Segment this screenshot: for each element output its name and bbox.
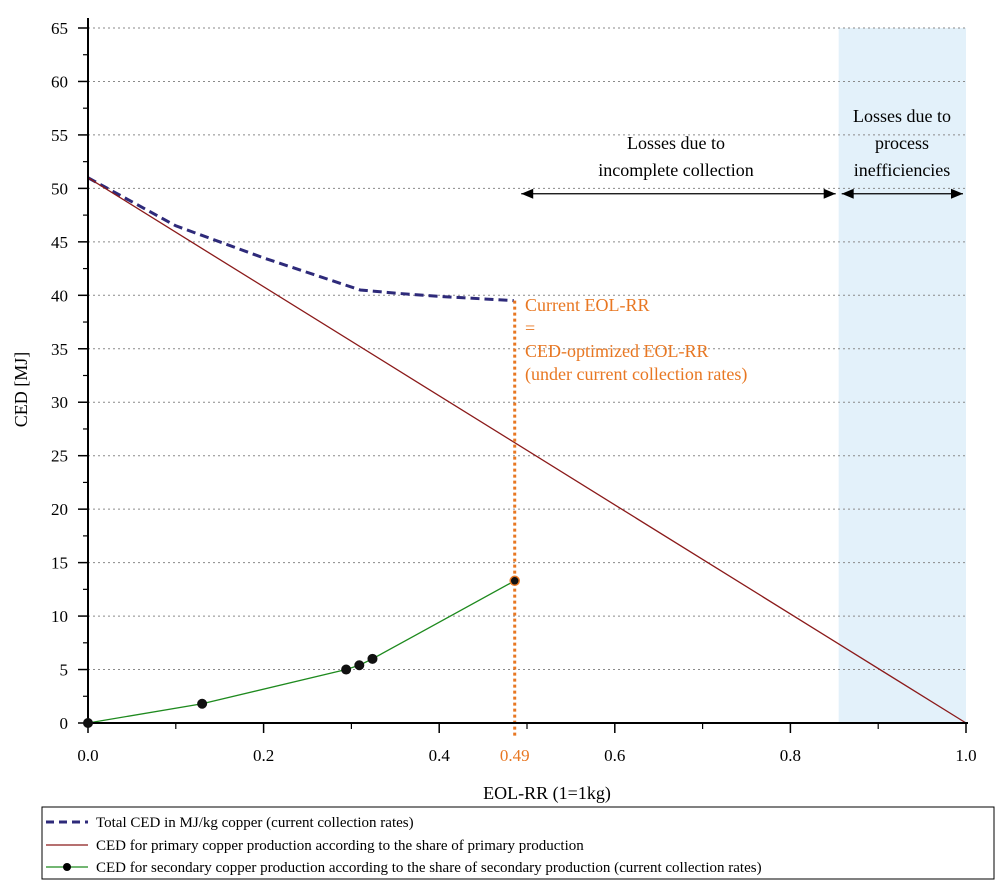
losses-process-label-line-2: process [875, 133, 929, 153]
annotation-arrows [521, 188, 963, 199]
arrow-head [823, 188, 836, 199]
y-tick-label: 50 [51, 179, 68, 198]
y-tick-label: 40 [51, 286, 68, 305]
legend-entry-primary: CED for primary copper production accord… [96, 838, 584, 854]
y-tick-label: 45 [51, 233, 68, 252]
y-tick-label: 65 [51, 19, 68, 38]
x-axis-label: EOL-RR (1=1kg) [483, 783, 611, 804]
current-eol-label-line-3: CED-optimized EOL-RR [525, 341, 708, 361]
losses-process-label-line-3: inefficiencies [854, 160, 951, 180]
x-tick-label: 0.2 [253, 746, 274, 765]
current-eol-label-line-2: = [525, 318, 535, 338]
legend-swatch-secondary-marker [63, 863, 71, 871]
current-eol-label-line-4: (under current collection rates) [525, 364, 747, 385]
arrow-head [951, 188, 963, 199]
y-tick-label: 35 [51, 340, 68, 359]
current-eol-tick-label: 0.49 [500, 746, 530, 765]
legend-entry-secondary: CED for secondary copper production acco… [96, 860, 762, 876]
y-tick-label: 20 [51, 500, 68, 519]
y-tick-label: 30 [51, 393, 68, 412]
x-tick-label: 0.4 [429, 746, 451, 765]
y-tick-label: 5 [60, 661, 69, 680]
series-line-secondary [87, 580, 516, 724]
shaded-region-process-inefficiencies [838, 28, 966, 723]
y-tick-label: 10 [51, 607, 68, 626]
arrow-head [521, 188, 534, 199]
grid-lines [88, 27, 966, 671]
data-point-secondary [509, 575, 520, 587]
data-point-secondary [83, 718, 93, 728]
legend: Total CED in MJ/kg copper (current colle… [41, 806, 995, 880]
data-point-secondary [197, 698, 208, 709]
data-point-secondary [354, 660, 365, 671]
y-tick-label: 0 [60, 714, 69, 733]
arrow-head [841, 188, 854, 199]
y-tick-label: 55 [51, 126, 68, 145]
series-line-total [87, 176, 514, 303]
y-axis-label: CED [MJ] [11, 352, 31, 428]
losses-collection-label-line-2: incomplete collection [598, 160, 753, 180]
x-axis-ticks: 0.0 0.2 0.4 0.6 0.8 1.0 0.49 [77, 723, 977, 765]
x-tick-label: 0.6 [604, 746, 625, 765]
legend-box [41, 806, 995, 880]
x-tick-label: 1.0 [955, 746, 976, 765]
current-eol-label-line-1: Current EOL-RR [525, 295, 649, 315]
losses-process-label-line-1: Losses due to [853, 106, 951, 126]
x-tick-label: 0.8 [780, 746, 801, 765]
y-tick-label: 15 [51, 554, 68, 573]
annotations: Losses due to incomplete collection Loss… [525, 106, 951, 385]
y-axis-ticks: 0 5 10 15 20 25 30 35 40 45 50 55 60 65 [51, 19, 88, 733]
markers-layer [83, 575, 520, 728]
x-tick-label: 0.0 [77, 746, 98, 765]
series-line-primary [87, 177, 967, 724]
data-point-secondary [341, 664, 352, 675]
y-tick-label: 25 [51, 447, 68, 466]
data-point-secondary [367, 653, 378, 664]
series-layer [87, 176, 967, 724]
losses-collection-label-line-1: Losses due to [627, 133, 725, 153]
y-tick-label: 60 [51, 72, 68, 91]
legend-entry-total: Total CED in MJ/kg copper (current colle… [96, 815, 414, 831]
